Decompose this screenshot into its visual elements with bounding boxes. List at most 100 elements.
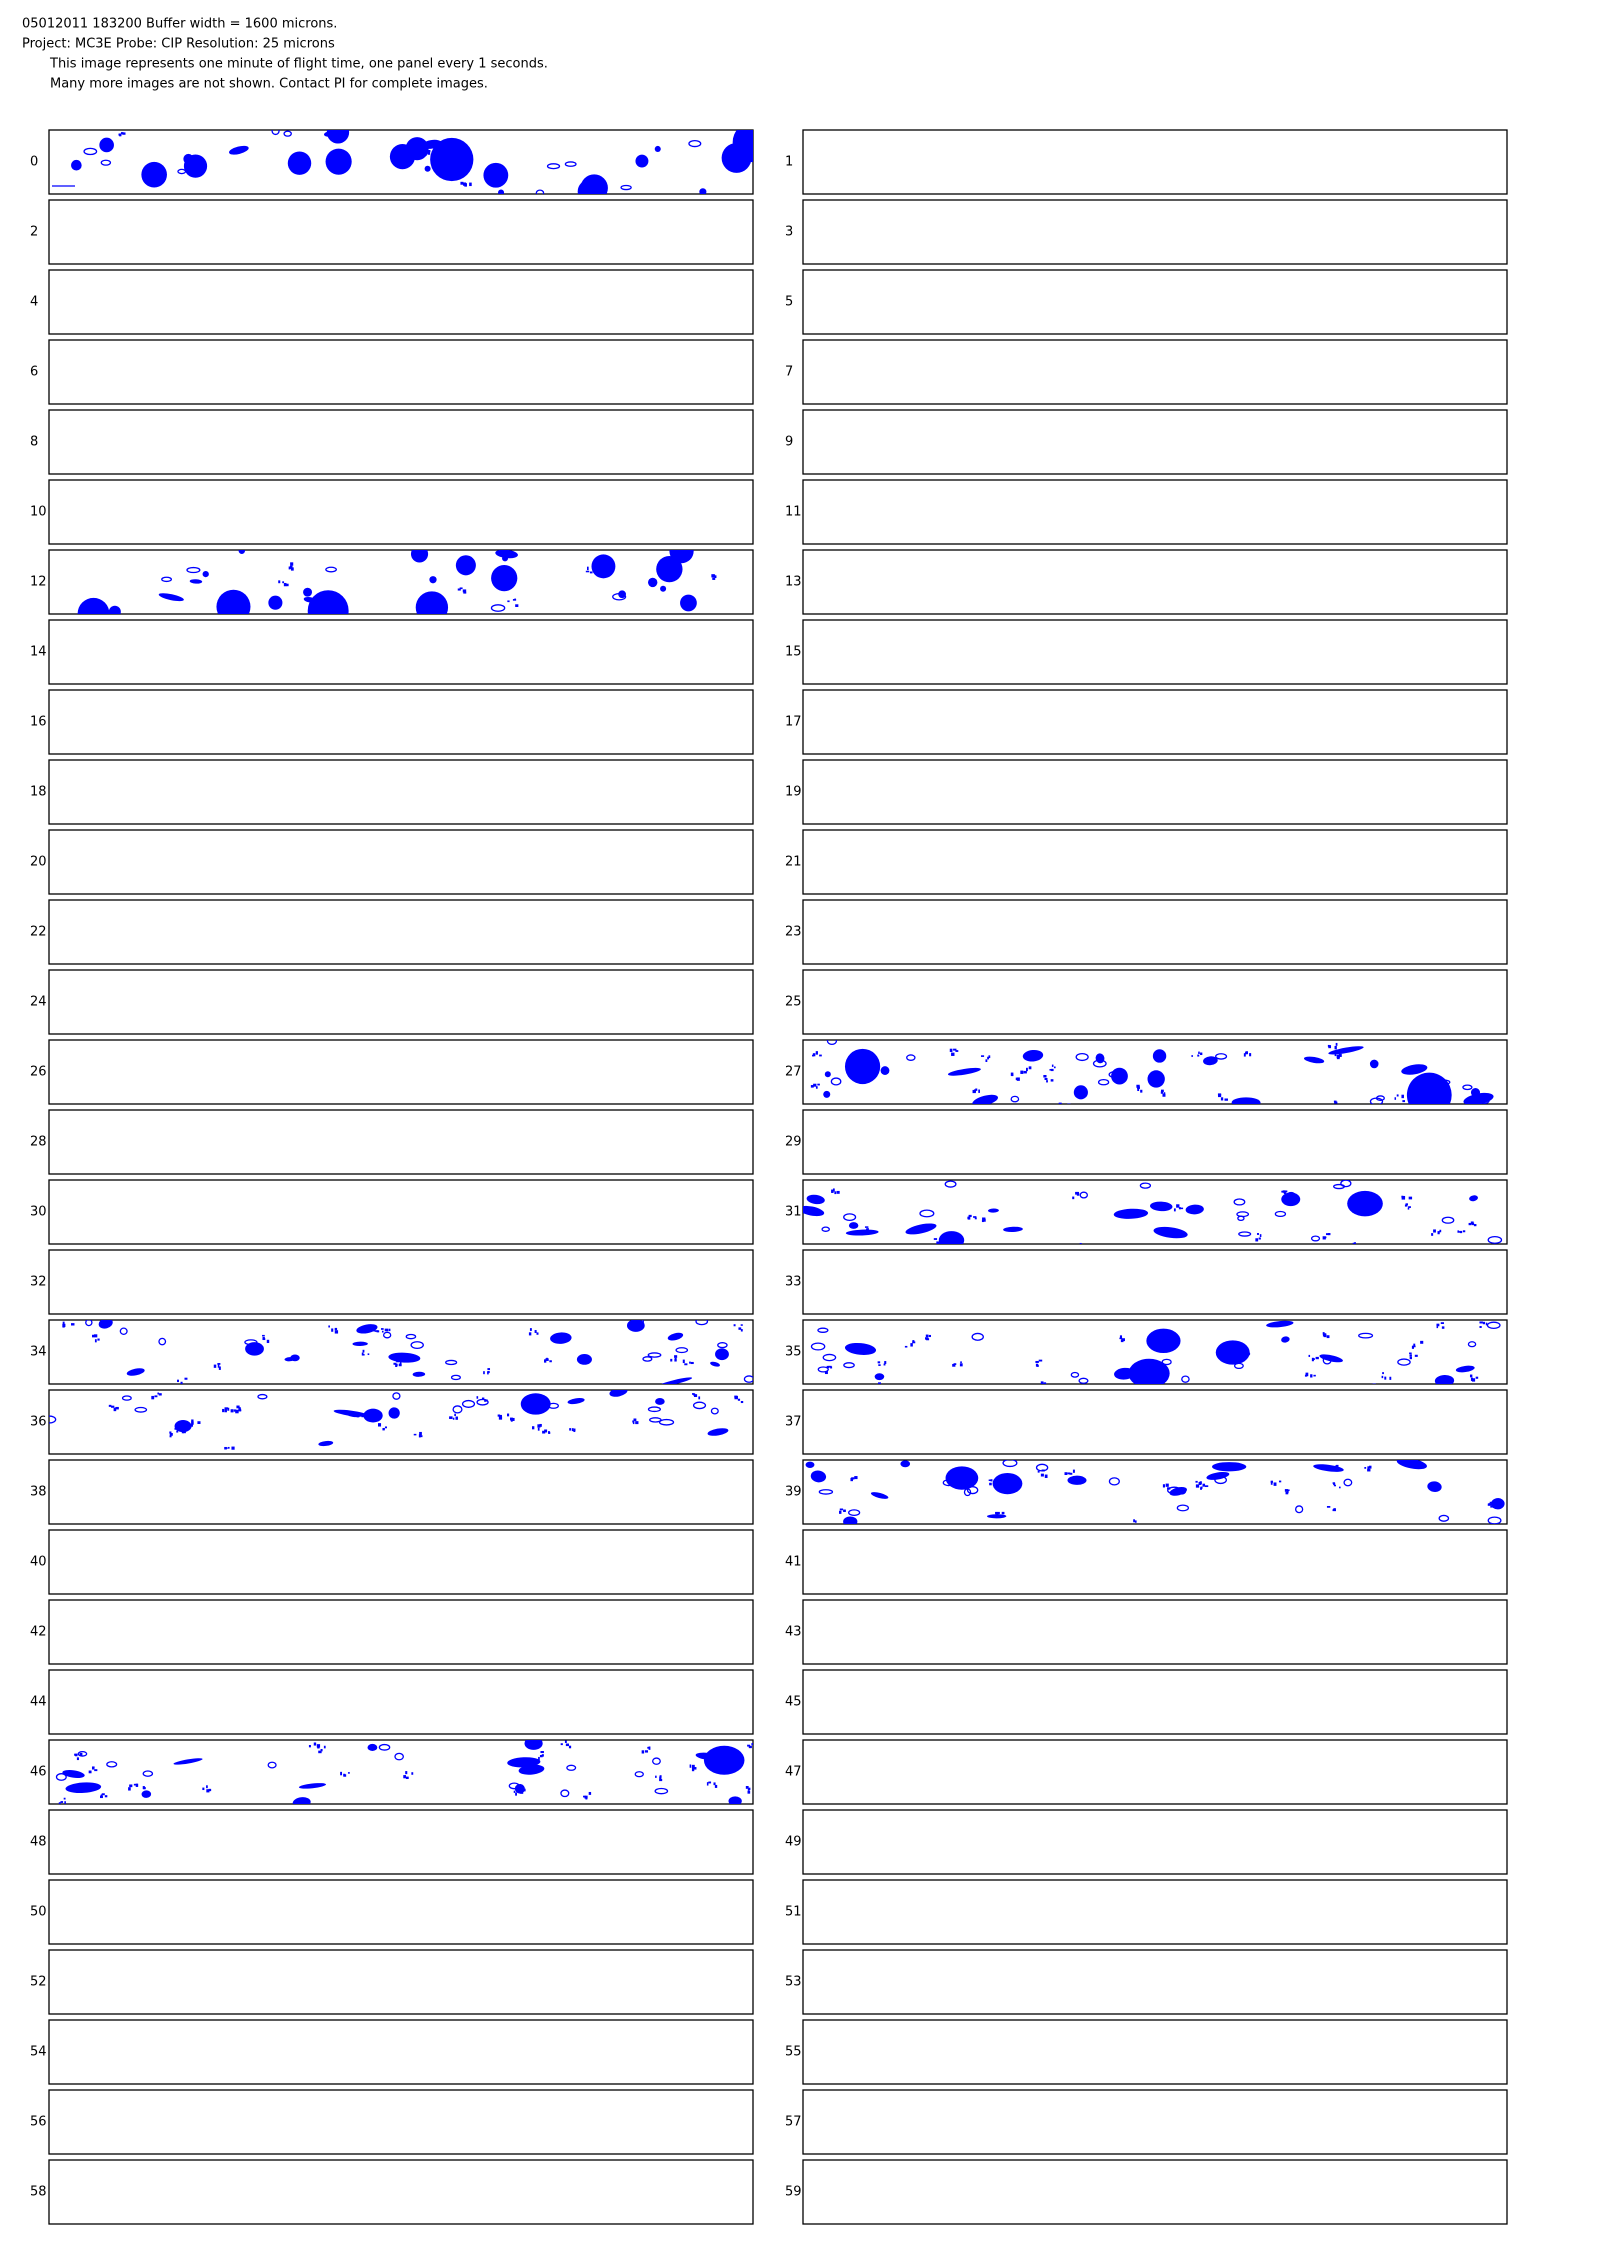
particle	[691, 1764, 695, 1769]
panel-frame	[802, 1249, 1508, 1315]
particle	[405, 1333, 417, 1340]
particle	[703, 1745, 745, 1775]
particle	[1441, 1326, 1445, 1329]
particle	[1133, 1519, 1135, 1523]
particle	[64, 1801, 66, 1804]
particle	[514, 1783, 525, 1794]
particle	[381, 1330, 384, 1333]
particle	[674, 1355, 678, 1358]
particle	[1176, 1504, 1190, 1512]
particle	[290, 567, 294, 571]
particle	[1475, 1376, 1479, 1379]
particle	[289, 565, 293, 569]
particle	[656, 555, 683, 583]
particle	[810, 1342, 826, 1351]
panel-label: 8	[30, 435, 38, 450]
particle	[62, 1769, 85, 1778]
particle	[541, 1754, 544, 1757]
particle	[851, 1477, 855, 1480]
particle	[1487, 1235, 1503, 1244]
particle	[371, 1804, 373, 1807]
particle	[227, 1407, 230, 1411]
particle	[539, 1423, 542, 1427]
panel-frame	[802, 339, 1508, 405]
particle	[100, 1794, 103, 1798]
panel-frame	[802, 1739, 1508, 1805]
particle	[1353, 1242, 1356, 1244]
particle	[262, 1334, 265, 1337]
particle	[418, 1434, 421, 1438]
particle	[684, 1363, 688, 1366]
particle	[216, 589, 251, 614]
particle	[233, 1409, 237, 1412]
particle	[850, 1477, 853, 1482]
particle	[374, 1330, 378, 1332]
particle	[985, 1059, 988, 1063]
particle	[1409, 1352, 1412, 1355]
particle	[136, 1784, 139, 1787]
panel-label: 31	[785, 1205, 802, 1220]
particle	[1046, 1080, 1048, 1083]
panel-label: 46	[30, 1765, 47, 1780]
particle	[560, 1743, 563, 1746]
particle	[659, 1775, 662, 1778]
particle	[1416, 1091, 1420, 1095]
particle	[566, 1764, 577, 1771]
particle	[715, 1348, 729, 1361]
particle	[1283, 1192, 1287, 1195]
particle	[403, 1775, 406, 1779]
particle	[866, 1228, 869, 1231]
particle	[427, 149, 431, 152]
particle	[996, 1511, 1000, 1515]
particle	[158, 181, 162, 185]
particle	[1067, 1475, 1087, 1485]
panel-frame	[48, 409, 754, 475]
particle	[1295, 1505, 1304, 1514]
particle	[706, 1782, 709, 1786]
panel-frame	[802, 549, 1508, 615]
particle	[316, 1744, 321, 1748]
particle	[363, 1408, 383, 1423]
panel-frame	[48, 1039, 754, 1105]
particle	[612, 593, 627, 601]
particle	[419, 1431, 422, 1436]
particle	[1328, 1045, 1332, 1049]
particle	[328, 1325, 330, 1328]
particle	[1095, 1053, 1105, 1064]
particle	[942, 1479, 955, 1487]
particle	[173, 1758, 203, 1765]
particle	[1479, 1326, 1482, 1328]
particle	[1407, 1081, 1438, 1104]
panel-frame	[802, 829, 1508, 895]
particle	[549, 1360, 552, 1363]
particle	[157, 1392, 159, 1395]
particle	[347, 1772, 350, 1774]
particle	[1401, 1195, 1404, 1198]
particle	[282, 581, 285, 584]
particle	[495, 550, 518, 559]
particle	[1323, 1333, 1327, 1338]
particle	[91, 1334, 95, 1338]
particle	[121, 1395, 132, 1401]
particle	[1137, 1087, 1140, 1092]
panel-frame	[48, 1109, 754, 1175]
particle	[1402, 1195, 1406, 1199]
particle	[1459, 1230, 1463, 1234]
panel-frame	[802, 199, 1508, 265]
particle	[49, 1415, 57, 1424]
particle	[362, 1349, 365, 1353]
particle	[947, 1067, 981, 1076]
particle	[334, 1330, 339, 1334]
panel-label: 37	[785, 1415, 802, 1430]
panel-frame	[802, 409, 1508, 475]
panel-label: 42	[30, 1625, 47, 1640]
particle	[331, 135, 342, 144]
panel-frame	[48, 1249, 754, 1315]
panel-frame	[48, 619, 754, 685]
particle	[740, 1329, 743, 1332]
particle	[174, 1427, 178, 1430]
particle	[507, 1413, 510, 1417]
particle	[98, 1320, 113, 1329]
particle	[415, 591, 449, 614]
particle	[158, 593, 184, 602]
